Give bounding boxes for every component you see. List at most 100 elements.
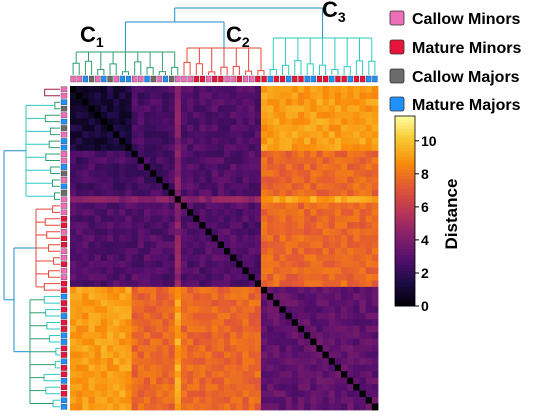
heatmap-cell xyxy=(82,150,89,158)
heatmap-cell xyxy=(94,260,102,268)
heatmap-cell xyxy=(150,111,157,119)
heatmap-cell xyxy=(193,215,200,223)
heatmap-cell xyxy=(82,118,89,126)
heatmap-cell xyxy=(162,319,169,327)
heatmap-cell xyxy=(162,163,169,171)
heatmap-cell xyxy=(217,163,225,171)
heatmap-cell xyxy=(205,371,213,378)
heatmap-cell xyxy=(82,267,89,275)
heatmap-cell xyxy=(371,319,379,327)
heatmap-cell xyxy=(217,235,225,242)
heatmap-cell xyxy=(162,286,169,294)
heatmap-cell xyxy=(211,338,219,346)
heatmap-cell xyxy=(187,306,194,314)
heatmap-cell xyxy=(371,293,379,301)
heatmap-cell xyxy=(273,351,280,359)
heatmap-cell xyxy=(143,384,151,391)
heatmap-cell xyxy=(113,163,120,171)
heatmap-cell xyxy=(230,105,237,113)
heatmap-cell xyxy=(291,325,299,333)
heatmap-cell xyxy=(365,371,373,378)
heatmap-cell xyxy=(106,92,114,100)
heatmap-cell xyxy=(291,228,299,236)
heatmap-cell xyxy=(242,364,250,372)
colorbar-segment xyxy=(395,214,415,218)
heatmap-cell xyxy=(199,118,206,126)
heatmap-cell xyxy=(82,137,89,145)
top-strip-cell xyxy=(224,75,230,83)
heatmap-cell xyxy=(304,306,311,314)
heatmap-cell xyxy=(297,377,305,385)
distance-heatmap xyxy=(70,86,379,411)
top-dendrogram-link xyxy=(319,64,327,75)
heatmap-cell xyxy=(273,137,280,145)
heatmap-cell xyxy=(297,299,305,307)
heatmap-cell xyxy=(365,189,373,197)
heatmap-cell xyxy=(88,189,96,197)
heatmap-cell xyxy=(187,280,194,288)
heatmap-cell xyxy=(143,196,151,204)
heatmap-cell xyxy=(199,150,206,158)
heatmap-cell xyxy=(162,293,169,301)
top-strip-cell xyxy=(255,75,261,83)
heatmap-cell xyxy=(353,118,360,126)
heatmap-cell xyxy=(285,241,293,249)
heatmap-cell xyxy=(106,150,114,158)
heatmap-cell xyxy=(242,325,250,333)
heatmap-cell xyxy=(316,248,323,255)
heatmap-cell xyxy=(334,325,342,333)
heatmap-cell xyxy=(365,163,373,171)
heatmap-cell xyxy=(285,397,293,404)
heatmap-cell xyxy=(328,118,336,126)
heatmap-cell xyxy=(353,150,360,158)
heatmap-cell xyxy=(106,144,114,152)
heatmap-cell xyxy=(150,92,157,100)
heatmap-cell xyxy=(285,202,293,210)
heatmap-cell xyxy=(359,183,367,191)
heatmap-cell xyxy=(199,345,206,353)
heatmap-cell xyxy=(82,157,89,165)
heatmap-cell xyxy=(328,150,336,158)
left-dendrogram-link xyxy=(52,205,60,213)
heatmap-cell xyxy=(322,124,330,132)
heatmap-cell xyxy=(297,345,305,353)
heatmap-cell xyxy=(131,176,139,184)
heatmap-cell xyxy=(285,371,293,378)
heatmap-cell xyxy=(125,222,132,229)
colorbar-segment xyxy=(395,166,415,171)
heatmap-cell xyxy=(328,312,336,320)
heatmap-cell xyxy=(334,397,342,404)
heatmap-cell xyxy=(254,332,262,340)
heatmap-cell xyxy=(328,86,336,93)
heatmap-cell xyxy=(174,248,182,255)
heatmap-cell xyxy=(119,260,126,268)
heatmap-cell xyxy=(70,319,77,327)
heatmap-cell xyxy=(322,306,330,314)
top-strip-cell xyxy=(267,75,273,83)
heatmap-cell xyxy=(156,390,163,398)
heatmap-cell xyxy=(359,228,367,236)
heatmap-cell xyxy=(242,248,250,255)
heatmap-cell xyxy=(273,403,280,411)
heatmap-cell xyxy=(137,325,145,333)
left-strip-cell xyxy=(60,371,68,378)
heatmap-cell xyxy=(76,364,83,372)
heatmap-cell xyxy=(180,86,188,93)
heatmap-cell xyxy=(254,403,262,411)
heatmap-cell xyxy=(347,325,354,333)
heatmap-cell xyxy=(273,163,280,171)
heatmap-cell xyxy=(291,111,299,119)
heatmap-cell xyxy=(297,235,305,242)
heatmap-cell xyxy=(322,273,330,281)
heatmap-cell xyxy=(359,215,367,223)
heatmap-cell xyxy=(334,189,342,197)
heatmap-cell xyxy=(217,241,225,249)
heatmap-cell xyxy=(211,189,219,197)
heatmap-cell xyxy=(82,384,89,391)
heatmap-cell xyxy=(211,364,219,372)
heatmap-cell xyxy=(113,312,120,320)
heatmap-cell xyxy=(162,209,169,216)
heatmap-cell xyxy=(322,98,330,106)
heatmap-cell xyxy=(285,209,293,216)
heatmap-cell xyxy=(304,345,311,353)
